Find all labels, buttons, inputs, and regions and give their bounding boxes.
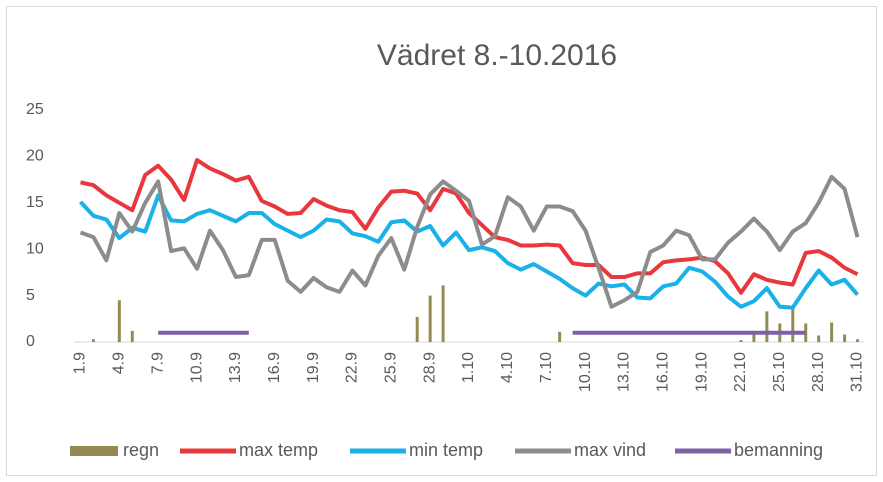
legend-label: regn [123,440,159,460]
bar [843,334,847,342]
line-series [79,174,860,309]
x-tick-label: 19.9 [305,352,322,383]
bar [856,339,860,342]
chart-title: Vädret 8.-10.2016 [377,39,617,72]
y-tick-label: 5 [26,287,35,304]
y-tick-label: 15 [26,194,44,211]
bar [765,311,769,342]
x-tick-label: 22.9 [344,352,361,383]
legend-label: bemanning [734,440,823,460]
y-tick-label: 0 [26,333,35,350]
line-series [80,158,859,295]
y-tick-label: 25 [26,101,44,118]
bar [415,316,419,342]
x-tick-label: 25.9 [383,352,400,383]
legend-label: max vind [574,440,646,460]
x-tick-label: 25.10 [771,352,788,392]
x-tick-label: 31.10 [849,352,866,392]
line-series [79,193,860,310]
x-tick-label: 7.10 [538,352,555,383]
x-tick-label: 16.10 [654,352,671,392]
x-tick-label: 22.10 [732,352,749,392]
x-tick-label: 1.10 [460,352,477,383]
bar [752,332,756,342]
bar [558,331,562,342]
x-tick-label: 13.10 [616,352,633,392]
legend-label: max temp [239,440,318,460]
x-tick-label: 4.10 [499,352,516,383]
legend-label: min temp [409,440,483,460]
bar [441,285,445,342]
bar [117,300,121,342]
bar [130,330,134,342]
x-tick-label: 1.9 [72,352,89,374]
x-tick-label: 28.9 [421,352,438,383]
x-tick-label: 4.9 [111,352,128,374]
x-tick-label: 28.10 [810,352,827,392]
x-tick-label: 10.10 [577,352,594,392]
bar [830,322,834,342]
bar [428,295,432,342]
x-tick-label: 16.9 [266,352,283,383]
y-tick-label: 20 [26,148,44,165]
x-tick-label: 10.9 [188,352,205,383]
legend-swatch [70,446,118,456]
x-tick-label: 19.10 [693,352,710,392]
bar [739,340,743,342]
bar [804,323,808,342]
bar [817,335,821,342]
x-tick-label: 13.9 [227,352,244,383]
bar [791,306,795,342]
bar [91,339,95,342]
y-tick-label: 10 [26,240,44,257]
x-tick-label: 7.9 [149,352,166,374]
